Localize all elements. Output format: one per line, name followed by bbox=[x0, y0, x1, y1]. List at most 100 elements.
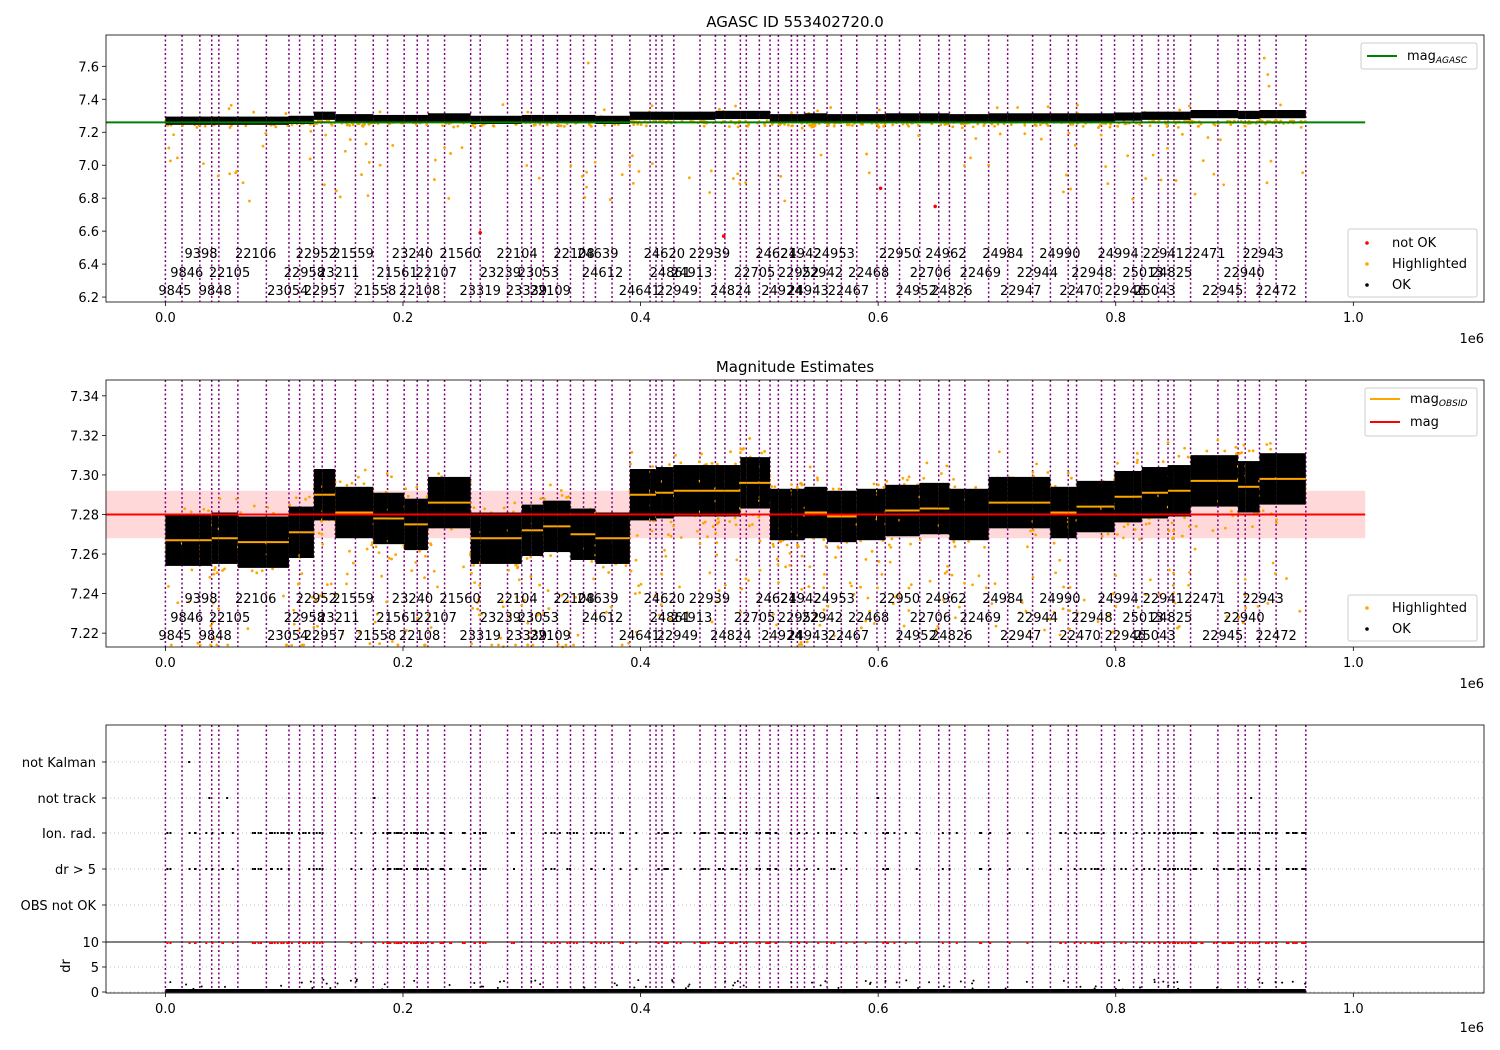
dr-capped-point bbox=[745, 942, 748, 944]
panel2-obsid-label: 24612 bbox=[582, 611, 623, 626]
dr-point bbox=[339, 988, 342, 991]
highlighted-point bbox=[891, 602, 895, 606]
highlighted-point bbox=[368, 642, 372, 645]
flag-category-label: dr > 5 bbox=[55, 863, 96, 878]
dr-point bbox=[767, 988, 770, 991]
dr-capped-point bbox=[675, 942, 678, 944]
ion-rad-flag bbox=[1172, 832, 1175, 834]
highlighted-point bbox=[522, 598, 526, 602]
panel2-ytick-label: 7.24 bbox=[70, 588, 99, 603]
highlighted-point bbox=[1265, 443, 1269, 446]
highlighted-point bbox=[882, 125, 886, 128]
dr-point bbox=[1304, 982, 1307, 985]
dr-gt5-flag bbox=[704, 868, 707, 870]
ion-rad-flag bbox=[743, 832, 746, 834]
highlighted-point bbox=[450, 527, 453, 531]
highlighted-point bbox=[763, 449, 767, 453]
panel2-obsid-label: 22952 bbox=[296, 592, 337, 607]
ion-rad-flag bbox=[463, 832, 466, 834]
dr-gt5-flag bbox=[619, 868, 622, 870]
dr-point bbox=[280, 984, 283, 987]
highlighted-point bbox=[1180, 534, 1184, 538]
dr-gt5-flag bbox=[414, 868, 417, 870]
dr-capped-point bbox=[720, 942, 723, 944]
ion-rad-flag bbox=[169, 832, 172, 834]
dr-point bbox=[633, 986, 636, 989]
dr-gt5-flag bbox=[425, 868, 428, 870]
dr-gt5-flag bbox=[768, 868, 771, 870]
dr-gt5-flag bbox=[484, 868, 487, 870]
dr-gt5-flag bbox=[1180, 868, 1183, 870]
dr-gt5-flag bbox=[1120, 868, 1123, 870]
highlighted-point bbox=[560, 593, 564, 597]
highlighted-point bbox=[717, 520, 721, 524]
highlighted-point bbox=[410, 569, 414, 573]
highlighted-point bbox=[609, 605, 613, 609]
highlighted-point bbox=[1039, 137, 1043, 141]
highlighted-point bbox=[260, 569, 264, 573]
dr-capped-point bbox=[1287, 942, 1290, 944]
dr-point bbox=[1167, 984, 1170, 987]
highlighted-point bbox=[736, 125, 740, 129]
dr-gt5-flag bbox=[1227, 868, 1230, 870]
highlighted-point bbox=[837, 487, 841, 491]
highlighted-point bbox=[1046, 105, 1050, 109]
highlighted-point bbox=[960, 126, 964, 130]
highlighted-point bbox=[934, 628, 938, 631]
dr-capped-point bbox=[558, 942, 561, 944]
panel2-obsid-label: 22471 bbox=[1184, 592, 1225, 607]
dr-capped-point bbox=[1195, 942, 1198, 944]
highlighted-point bbox=[866, 596, 870, 600]
highlighted-point bbox=[832, 124, 836, 128]
ion-rad-flag bbox=[1120, 832, 1123, 834]
ion-rad-flag bbox=[731, 832, 734, 834]
dr-gt5-flag bbox=[882, 868, 885, 870]
dr-point bbox=[733, 981, 736, 984]
ion-rad-flag bbox=[765, 832, 768, 834]
dr-point bbox=[686, 990, 689, 993]
ion-rad-flag bbox=[461, 832, 464, 834]
highlighted-point bbox=[810, 125, 814, 129]
highlighted-point bbox=[1107, 613, 1111, 617]
highlighted-point bbox=[758, 568, 762, 572]
ok-points-band bbox=[1259, 109, 1277, 119]
highlighted-point bbox=[546, 589, 550, 593]
highlighted-point bbox=[1177, 454, 1181, 458]
highlighted-point bbox=[751, 523, 754, 526]
dr-point bbox=[185, 983, 188, 986]
panel2-obsid-label: 23239 bbox=[480, 611, 521, 626]
dr-gt5-flag bbox=[449, 868, 452, 870]
panel3-xtick-label: 0.0 bbox=[155, 1002, 176, 1017]
ion-rad-flag bbox=[290, 832, 293, 834]
highlighted-point bbox=[1178, 108, 1182, 112]
dr-capped-point bbox=[422, 942, 425, 944]
ion-rad-flag bbox=[302, 832, 305, 834]
dr-point bbox=[1257, 978, 1260, 981]
panel2-ytick-label: 7.30 bbox=[70, 469, 99, 484]
dr-point bbox=[1021, 989, 1024, 992]
ok-points-band bbox=[417, 114, 428, 124]
highlighted-point bbox=[748, 437, 752, 440]
ion-rad-flag bbox=[621, 832, 624, 834]
highlighted-point bbox=[1275, 521, 1278, 525]
ion-rad-flag bbox=[321, 832, 324, 834]
highlighted-point bbox=[993, 582, 997, 586]
highlighted-point bbox=[865, 152, 868, 156]
highlighted-point bbox=[605, 610, 608, 614]
highlighted-point bbox=[378, 163, 382, 167]
panel1-obsid-label: 24952 bbox=[895, 284, 936, 299]
ok-points-band bbox=[480, 115, 508, 124]
ion-rad-flag bbox=[1164, 832, 1167, 834]
ion-rad-flag bbox=[442, 832, 445, 834]
not-ok-point bbox=[933, 204, 937, 209]
ok-points-band bbox=[1050, 113, 1069, 122]
dr-capped-point bbox=[1265, 942, 1268, 944]
ion-rad-flag bbox=[553, 832, 556, 834]
highlighted-point bbox=[1219, 138, 1222, 142]
highlighted-point bbox=[321, 542, 325, 546]
highlighted-point bbox=[500, 599, 504, 603]
panel2-obsid-label: 22946 bbox=[1105, 629, 1146, 644]
panel1-obsid-label: 24621 bbox=[755, 247, 796, 262]
